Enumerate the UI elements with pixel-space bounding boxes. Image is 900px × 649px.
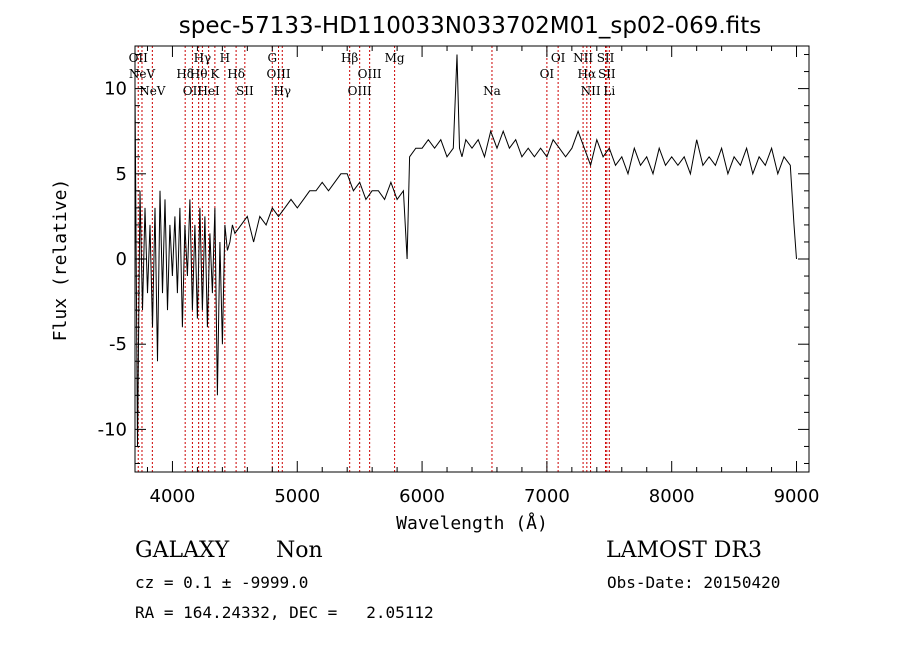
spectral-line-label: SII (598, 67, 616, 81)
spectral-line-label: Mg (385, 51, 405, 65)
spectral-line-label: Hγ (194, 51, 212, 65)
spectral-line-label: G (267, 51, 277, 65)
y-tick-label: 0 (116, 249, 127, 270)
spectral-line-labels: OIINeVNeVHδOIIHθHγHeIKHHδSIIGOIIIHγHβOII… (129, 51, 616, 98)
survey-label: LAMOST DR3 (606, 538, 762, 563)
spectral-line-label: Hδ (227, 67, 245, 81)
y-tick-label: 10 (104, 79, 127, 100)
spectrum-line (134, 54, 797, 447)
spectral-line-label: NeV (139, 84, 166, 98)
x-tick-label: 4000 (150, 486, 196, 507)
x-tick-label: 8000 (649, 486, 695, 507)
spectral-line-markers (137, 46, 610, 472)
spectral-line-label: OI (551, 51, 566, 65)
spectral-line-label: Hβ (341, 51, 358, 65)
chart-title: spec-57133-HD110033N033702M01_sp02-069.f… (179, 13, 761, 39)
spectral-line-label: Li (603, 84, 615, 98)
obs-date-line: Obs-Date: 20150420 (607, 573, 781, 592)
spectral-line-label: OIII (358, 67, 382, 81)
spectral-line-label: Hθ (190, 67, 208, 81)
spectral-line-label: OIII (348, 84, 372, 98)
spectral-line-label: HeI (197, 84, 220, 98)
x-axis-label: Wavelength (Å) (396, 512, 548, 534)
x-tick-label: 7000 (524, 486, 570, 507)
x-tick-label: 9000 (774, 486, 820, 507)
spectral-line-label: OIII (267, 67, 291, 81)
x-tick-label: 5000 (274, 486, 320, 507)
spectral-line-label: K (210, 67, 220, 81)
spectral-line-label: Hδ (176, 67, 194, 81)
tick-labels: 4000 5000 6000 7000 8000 9000 -10 -5 0 5 10 (98, 79, 820, 507)
spectral-line-label: NeV (129, 67, 156, 81)
redshift-line: cz = 0.1 ± -9999.0 (135, 573, 309, 592)
spectral-line-label: OII (129, 51, 149, 65)
classification-label: GALAXY (135, 538, 230, 563)
spectral-line-label: H (220, 51, 230, 65)
spectral-line-label: Na (483, 84, 501, 98)
y-tick-label: -10 (98, 419, 127, 440)
y-tick-label: -5 (109, 334, 127, 355)
spectral-line-label: OI (540, 67, 555, 81)
spectral-line-label: SII (597, 51, 615, 65)
axis-ticks (135, 46, 809, 472)
spectrum-series (134, 54, 797, 447)
x-tick-label: 6000 (399, 486, 445, 507)
coordinates-line: RA = 164.24332, DEC = 2.05112 (135, 603, 434, 622)
y-axis-label: Flux (relative) (50, 179, 71, 342)
spectral-line-label: Hα (578, 67, 597, 81)
spectral-line-label: Hγ (273, 84, 291, 98)
spectral-line-label: SII (236, 84, 254, 98)
spectrum-chart: spec-57133-HD110033N033702M01_sp02-069.f… (50, 13, 820, 534)
spectral-line-label: NII (573, 51, 593, 65)
spectral-line-label: OII (183, 84, 203, 98)
spectral-line-label: NII (581, 84, 601, 98)
subclass-label: Non (276, 538, 323, 563)
y-tick-label: 5 (116, 164, 127, 185)
